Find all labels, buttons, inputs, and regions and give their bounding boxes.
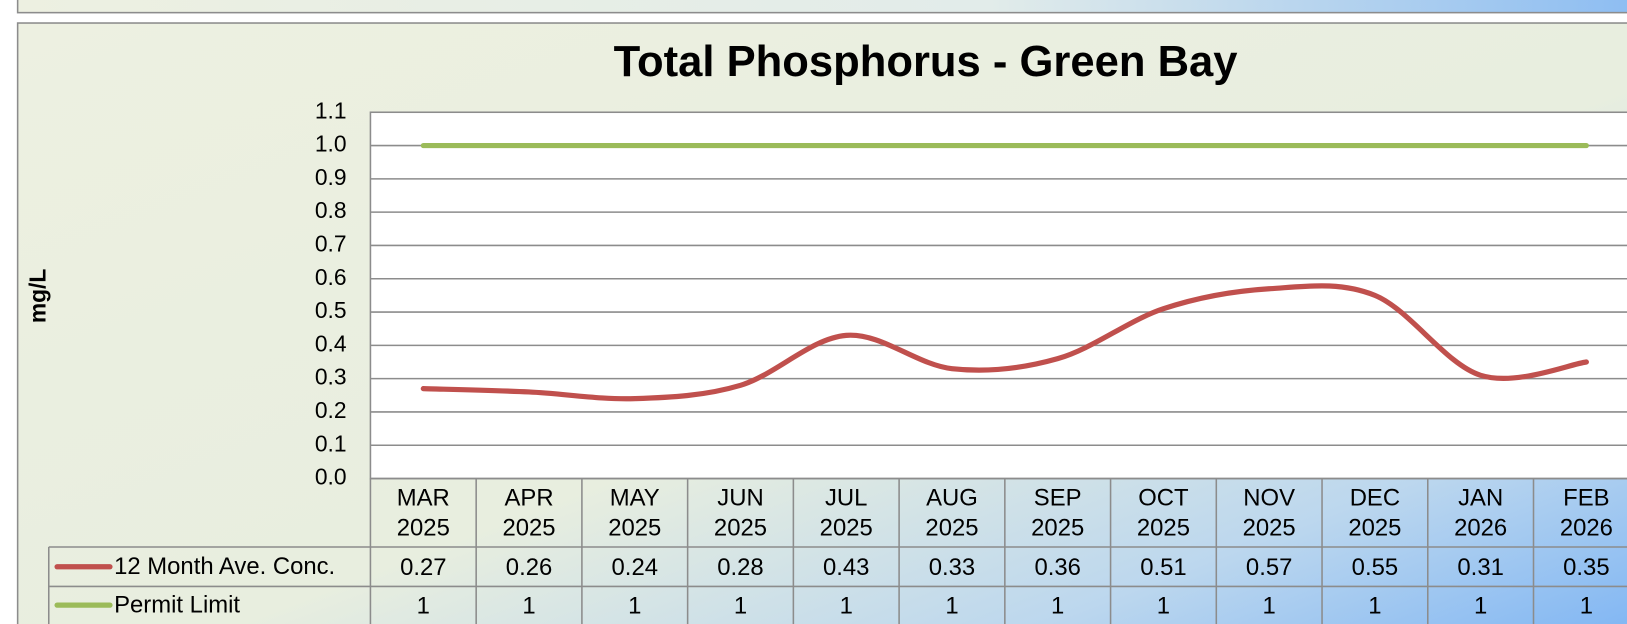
x-tick-label: JUL 2025	[819, 483, 873, 541]
plot-area	[369, 111, 1627, 480]
x-tick-label-box: AUG 2025	[925, 483, 979, 541]
data-table-value-box: 0.24	[611, 552, 658, 580]
previous-panel	[16, 0, 1627, 14]
x-tick-label-box: SEP 2025	[1031, 483, 1085, 541]
data-table-value: 1	[733, 591, 748, 619]
data-table-value: 1	[416, 591, 430, 619]
data-table-value: 1	[1473, 591, 1488, 619]
data-table-value: 0.43	[823, 552, 870, 580]
x-tick-label-box: MAR 2025	[396, 483, 450, 541]
x-tick-label: FEB 2026	[1559, 483, 1613, 541]
data-table-value: 1	[945, 591, 959, 619]
data-table-value: 1	[1368, 591, 1382, 619]
x-tick-label: MAY 2025	[608, 483, 662, 541]
x-tick-label: DEC 2025	[1348, 483, 1402, 541]
data-table-value: 0.36	[1034, 552, 1081, 580]
data-table-value-box: 0.55	[1351, 552, 1399, 580]
data-table-value-box: 0.51	[1140, 552, 1187, 580]
x-tick-label-box: APR 2025	[502, 483, 556, 541]
y-tick-label: 0.7	[315, 230, 347, 256]
y-tick-label: 0.0	[315, 464, 347, 490]
chart-title: Total Phosphorus - Green Bay	[614, 38, 1238, 86]
x-tick-label: SEP 2025	[1031, 483, 1085, 541]
data-table-value-box: 1	[1579, 591, 1594, 619]
x-tick-label-box: DEC 2025	[1348, 483, 1402, 541]
data-table-value-box: 1	[628, 591, 642, 619]
y-tick-label: 0.8	[315, 197, 347, 223]
x-tick-label: JUN 2025	[713, 483, 768, 541]
y-axis-label: mg/L	[24, 269, 50, 324]
y-tick-label: 0.3	[315, 364, 347, 390]
y-tick-label: 0.1	[315, 430, 347, 456]
data-table-value-box: 1	[733, 591, 748, 619]
data-table-value: 1	[628, 591, 642, 619]
data-table-value-box: 1	[945, 591, 959, 619]
data-table-value-box: 0.26	[505, 552, 553, 580]
data-table-value: 0.27	[400, 552, 447, 580]
x-tick-label-box: JAN 2026	[1454, 483, 1508, 541]
data-table-value: 0.55	[1351, 552, 1399, 580]
data-table-value-box: 1	[839, 591, 853, 619]
x-tick-label: NOV 2025	[1242, 483, 1296, 541]
data-table-value-box: 0.33	[928, 552, 976, 580]
x-tick-label-box: OCT 2025	[1136, 483, 1190, 541]
data-table-value: 0.28	[717, 552, 764, 580]
y-tick-label: 0.2	[315, 397, 347, 423]
data-table-value-box: 1	[416, 591, 430, 619]
y-tick-label: 0.5	[315, 297, 347, 323]
data-table-value: 1	[839, 591, 853, 619]
x-tick-label: JAN 2026	[1454, 483, 1508, 541]
data-table-value: 0.57	[1245, 552, 1293, 580]
y-tick-label: 0.6	[315, 264, 347, 290]
x-tick-label: OCT 2025	[1136, 483, 1190, 541]
data-table-value-box: 0.27	[400, 552, 447, 580]
y-tick-label: 0.4	[315, 330, 347, 356]
data-table-value-box: 0.31	[1457, 552, 1504, 580]
legend-label: Permit Limit	[114, 591, 240, 618]
data-table-value: 0.24	[611, 552, 658, 580]
x-tick-label-box: JUL 2025	[819, 483, 873, 541]
data-table-value-box: 0.28	[717, 552, 764, 580]
x-tick-label: AUG 2025	[925, 483, 979, 541]
series-line	[420, 283, 1589, 402]
data-table-value-box: 1	[1051, 591, 1065, 619]
data-table-value: 1	[1262, 591, 1276, 619]
data-table-value: 1	[1051, 591, 1065, 619]
y-tick-label: 0.9	[315, 164, 347, 190]
data-table-value-box: 0.36	[1034, 552, 1081, 580]
data-table-value-box: 1	[522, 591, 536, 619]
data-table-value: 0.35	[1563, 552, 1610, 580]
data-table-value-box: 0.43	[823, 552, 870, 580]
data-table-value-box: 1	[1473, 591, 1488, 619]
x-tick-label-box: MAY 2025	[608, 483, 662, 541]
data-table-value-box: 1	[1262, 591, 1276, 619]
data-table-value: 0.51	[1140, 552, 1187, 580]
data-table-value: 1	[1579, 591, 1594, 619]
data-table-value-box: 0.57	[1245, 552, 1293, 580]
y-tick-label: 1.0	[315, 131, 347, 157]
y-tick-label: 1.1	[315, 97, 347, 123]
x-tick-label-box: NOV 2025	[1242, 483, 1296, 541]
data-table-value: 0.31	[1457, 552, 1504, 580]
data-table-value-box: 0.35	[1563, 552, 1610, 580]
data-table-value-box: 1	[1156, 591, 1171, 619]
x-tick-label-box: FEB 2026	[1559, 483, 1613, 541]
data-table-value: 0.33	[928, 552, 976, 580]
x-tick-label: APR 2025	[502, 483, 556, 541]
data-table-value: 1	[522, 591, 536, 619]
legend-label: 12 Month Ave. Conc.	[114, 553, 335, 580]
data-table-value-box: 1	[1368, 591, 1382, 619]
data-table-value: 1	[1156, 591, 1171, 619]
x-tick-label: MAR 2025	[396, 483, 450, 541]
x-tick-label-box: JUN 2025	[713, 483, 768, 541]
data-table-value: 0.26	[505, 552, 553, 580]
